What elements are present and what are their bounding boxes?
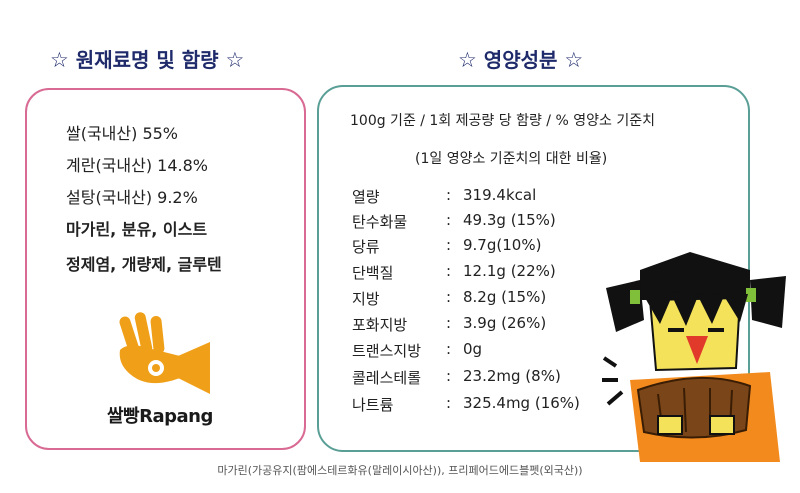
- colon: :: [446, 367, 452, 385]
- colon: :: [446, 211, 452, 229]
- girl-with-bread-illustration: [602, 252, 786, 462]
- nutrient-label: 나트륨: [352, 396, 394, 414]
- nutrient-value: 9.7g(10%): [463, 236, 542, 254]
- nutrition-heading: ☆ 영양성분 ☆: [458, 44, 583, 73]
- ingredients-heading: ☆ 원재료명 및 함량 ☆: [50, 44, 244, 73]
- nutrient-value: 49.3g (15%): [463, 211, 556, 229]
- nutrient-label: 열량: [352, 188, 380, 206]
- nutrient-value: 325.4mg (16%): [463, 394, 580, 412]
- ingredient-item: 설탕(국내산) 9.2%: [66, 188, 198, 207]
- nutrient-value: 319.4kcal: [463, 186, 537, 204]
- colon: :: [446, 340, 452, 358]
- hand-horn-logo-icon: [119, 312, 210, 394]
- nutrient-label: 탄수화물: [352, 213, 408, 231]
- nutrition-basis: 100g 기준 / 1회 제공량 당 함량 / % 영양소 기준치: [350, 113, 655, 129]
- colon: :: [446, 186, 452, 204]
- nutrient-value: 0g: [463, 340, 483, 358]
- star-icon: ☆: [50, 48, 69, 72]
- star-icon: ☆: [564, 48, 584, 72]
- ingredient-item: 쌀(국내산) 55%: [66, 124, 179, 143]
- ingredients-box: [25, 88, 306, 450]
- nutrient-value: 8.2g (15%): [463, 288, 547, 306]
- nutrient-label: 단백질: [352, 264, 394, 282]
- colon: :: [446, 236, 452, 254]
- nutrient-label: 콜레스테롤: [352, 369, 422, 387]
- colon: :: [446, 262, 452, 280]
- nutrient-label: 지방: [352, 290, 380, 308]
- nutrient-value: 12.1g (22%): [463, 262, 556, 280]
- star-icon: ☆: [225, 48, 245, 72]
- footer-note: 마가린(가공유지(팜에스테르화유(말레이시아산)), 프리페어드에드블펫(외국산…: [217, 464, 583, 477]
- colon: :: [446, 314, 452, 332]
- nutrient-value: 23.2mg (8%): [463, 367, 561, 385]
- nutrient-label: 트랜스지방: [352, 342, 422, 360]
- ingredient-item: 마가린, 분유, 이스트: [66, 220, 208, 239]
- nutrient-label: 포화지방: [352, 316, 408, 334]
- colon: :: [446, 394, 452, 412]
- star-icon: ☆: [458, 48, 477, 72]
- nutrient-label: 당류: [352, 238, 380, 256]
- nutrition-basis-note: (1일 영양소 기준치의 대한 비율): [415, 151, 608, 167]
- nutrition-box: [317, 85, 750, 452]
- ingredient-item: 정제염, 개량제, 글루텐: [66, 255, 222, 274]
- ingredients-heading-text: 원재료명 및 함량: [75, 48, 219, 72]
- colon: :: [446, 288, 452, 306]
- ingredient-item: 계란(국내산) 14.8%: [66, 156, 208, 175]
- nutrition-heading-text: 영양성분: [483, 48, 558, 72]
- logo-text: 쌀빵Rapang: [107, 406, 213, 427]
- nutrient-value: 3.9g (26%): [463, 314, 547, 332]
